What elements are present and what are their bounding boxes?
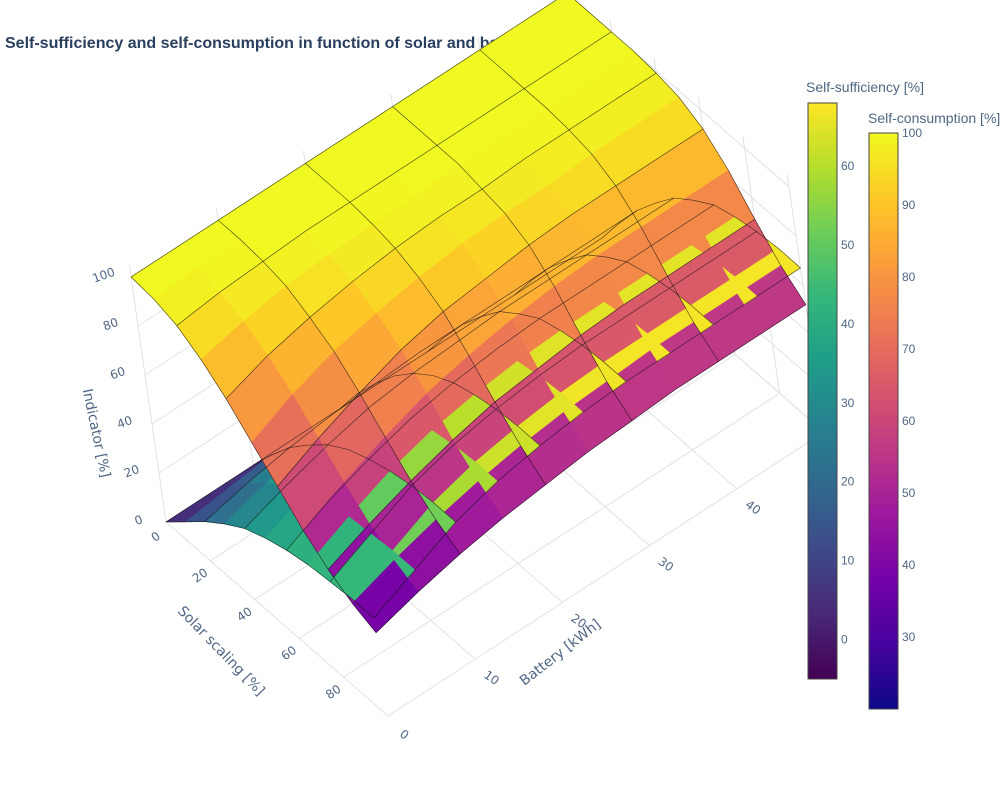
self-consumption-wireframe	[277, 128, 704, 487]
self-sufficiency-wireframe	[514, 254, 714, 325]
colorbar-self-sufficiency-tick-label: 10	[841, 554, 855, 568]
colorbar-self-consumption-tick-label: 30	[902, 630, 916, 644]
colorbar-self-sufficiency-tick-label: 20	[841, 475, 855, 489]
colorbar-self-consumption-bar	[868, 132, 899, 710]
colorbar-self-consumption-tick-label: 90	[902, 198, 916, 212]
x-tick-label: 80	[323, 682, 344, 702]
chart-title: Self-sufficiency and self-consumption in…	[5, 35, 568, 52]
z-tick-label: 40	[115, 413, 134, 431]
self-consumption-wireframe	[327, 219, 755, 570]
z-tick-label: 60	[108, 364, 127, 382]
x-tick-label: 20	[190, 565, 211, 585]
colorbar-self-sufficiency-tick-label: 40	[841, 317, 855, 331]
colorbar-self-sufficiency-tick-label: 0	[841, 633, 848, 647]
self-consumption-wireframe	[218, 219, 461, 555]
self-sufficiency-wireframe	[244, 197, 675, 529]
y-tick-label: 30	[656, 554, 677, 574]
colorbar-self-sufficiency-tick-label: 50	[841, 238, 855, 252]
y-tick-label: 10	[481, 668, 502, 688]
y-tick-label: 0	[397, 727, 411, 743]
x-tick-label: 60	[279, 643, 300, 663]
colorbar-self-sufficiency-bar	[807, 102, 838, 680]
y-axis-title: Battery [kWh]	[517, 616, 604, 689]
x-axis-title: Solar scaling [%]	[174, 603, 267, 699]
colorbar-self-consumption: Self-consumption [%] 30 40 50 60 70 80 90 100	[868, 110, 1000, 710]
z-tick-label: 0	[133, 512, 145, 528]
z-tick-label: 80	[101, 315, 120, 333]
colorbar-self-consumption-tick-label: 100	[902, 126, 922, 140]
colorbar-self-sufficiency: Self-sufficiency [%] 0 10 20 30 40 50 60	[806, 79, 924, 680]
self-consumption-wireframe	[130, 276, 377, 633]
self-consumption-wireframe	[225, 72, 657, 399]
colorbar-self-consumption-tick-label: 40	[902, 558, 916, 572]
colorbar-self-sufficiency-tick-label: 60	[841, 159, 855, 173]
self-consumption-wireframe	[392, 106, 633, 421]
colorbar-self-sufficiency-title: Self-sufficiency [%]	[806, 79, 924, 95]
colorbar-self-consumption-tick-label: 80	[902, 270, 916, 284]
z-tick-label: 100	[90, 265, 116, 286]
surface-group	[130, 0, 807, 634]
z-axis-title: Indicator [%]	[79, 387, 113, 479]
self-sufficiency-wireframe	[340, 372, 541, 446]
x-tick-label: 40	[234, 604, 255, 624]
self-consumption-wireframe	[375, 304, 806, 633]
self-sufficiency-wireframe	[204, 210, 638, 522]
colorbar-self-consumption-tick-label: 70	[902, 342, 916, 356]
self-consumption-wireframe	[479, 49, 719, 362]
x-tick-label: 0	[149, 529, 163, 545]
self-sufficiency-wireframe	[253, 444, 456, 523]
self-consumption-wireframe	[305, 163, 546, 485]
self-consumption-wireframe	[574, 0, 807, 305]
y-tick-label: 40	[743, 497, 764, 517]
self-sufficiency-wireframe	[373, 267, 801, 619]
self-consumption-wireframe	[176, 31, 612, 326]
self-consumption-wireframe	[130, 0, 557, 278]
self-sufficiency-wireframe	[329, 231, 757, 582]
colorbar-self-consumption-tick-label: 50	[902, 486, 916, 500]
colorbar-self-consumption-title: Self-consumption [%]	[868, 110, 1000, 126]
self-sufficiency-wireframe	[286, 204, 715, 551]
colorbar-self-consumption-tick-label: 60	[902, 414, 916, 428]
colorbar-self-sufficiency-tick-label: 30	[841, 396, 855, 410]
z-tick-label: 20	[122, 462, 141, 480]
self-sufficiency-wireframe	[601, 197, 801, 269]
self-sufficiency-wireframe	[165, 521, 375, 619]
